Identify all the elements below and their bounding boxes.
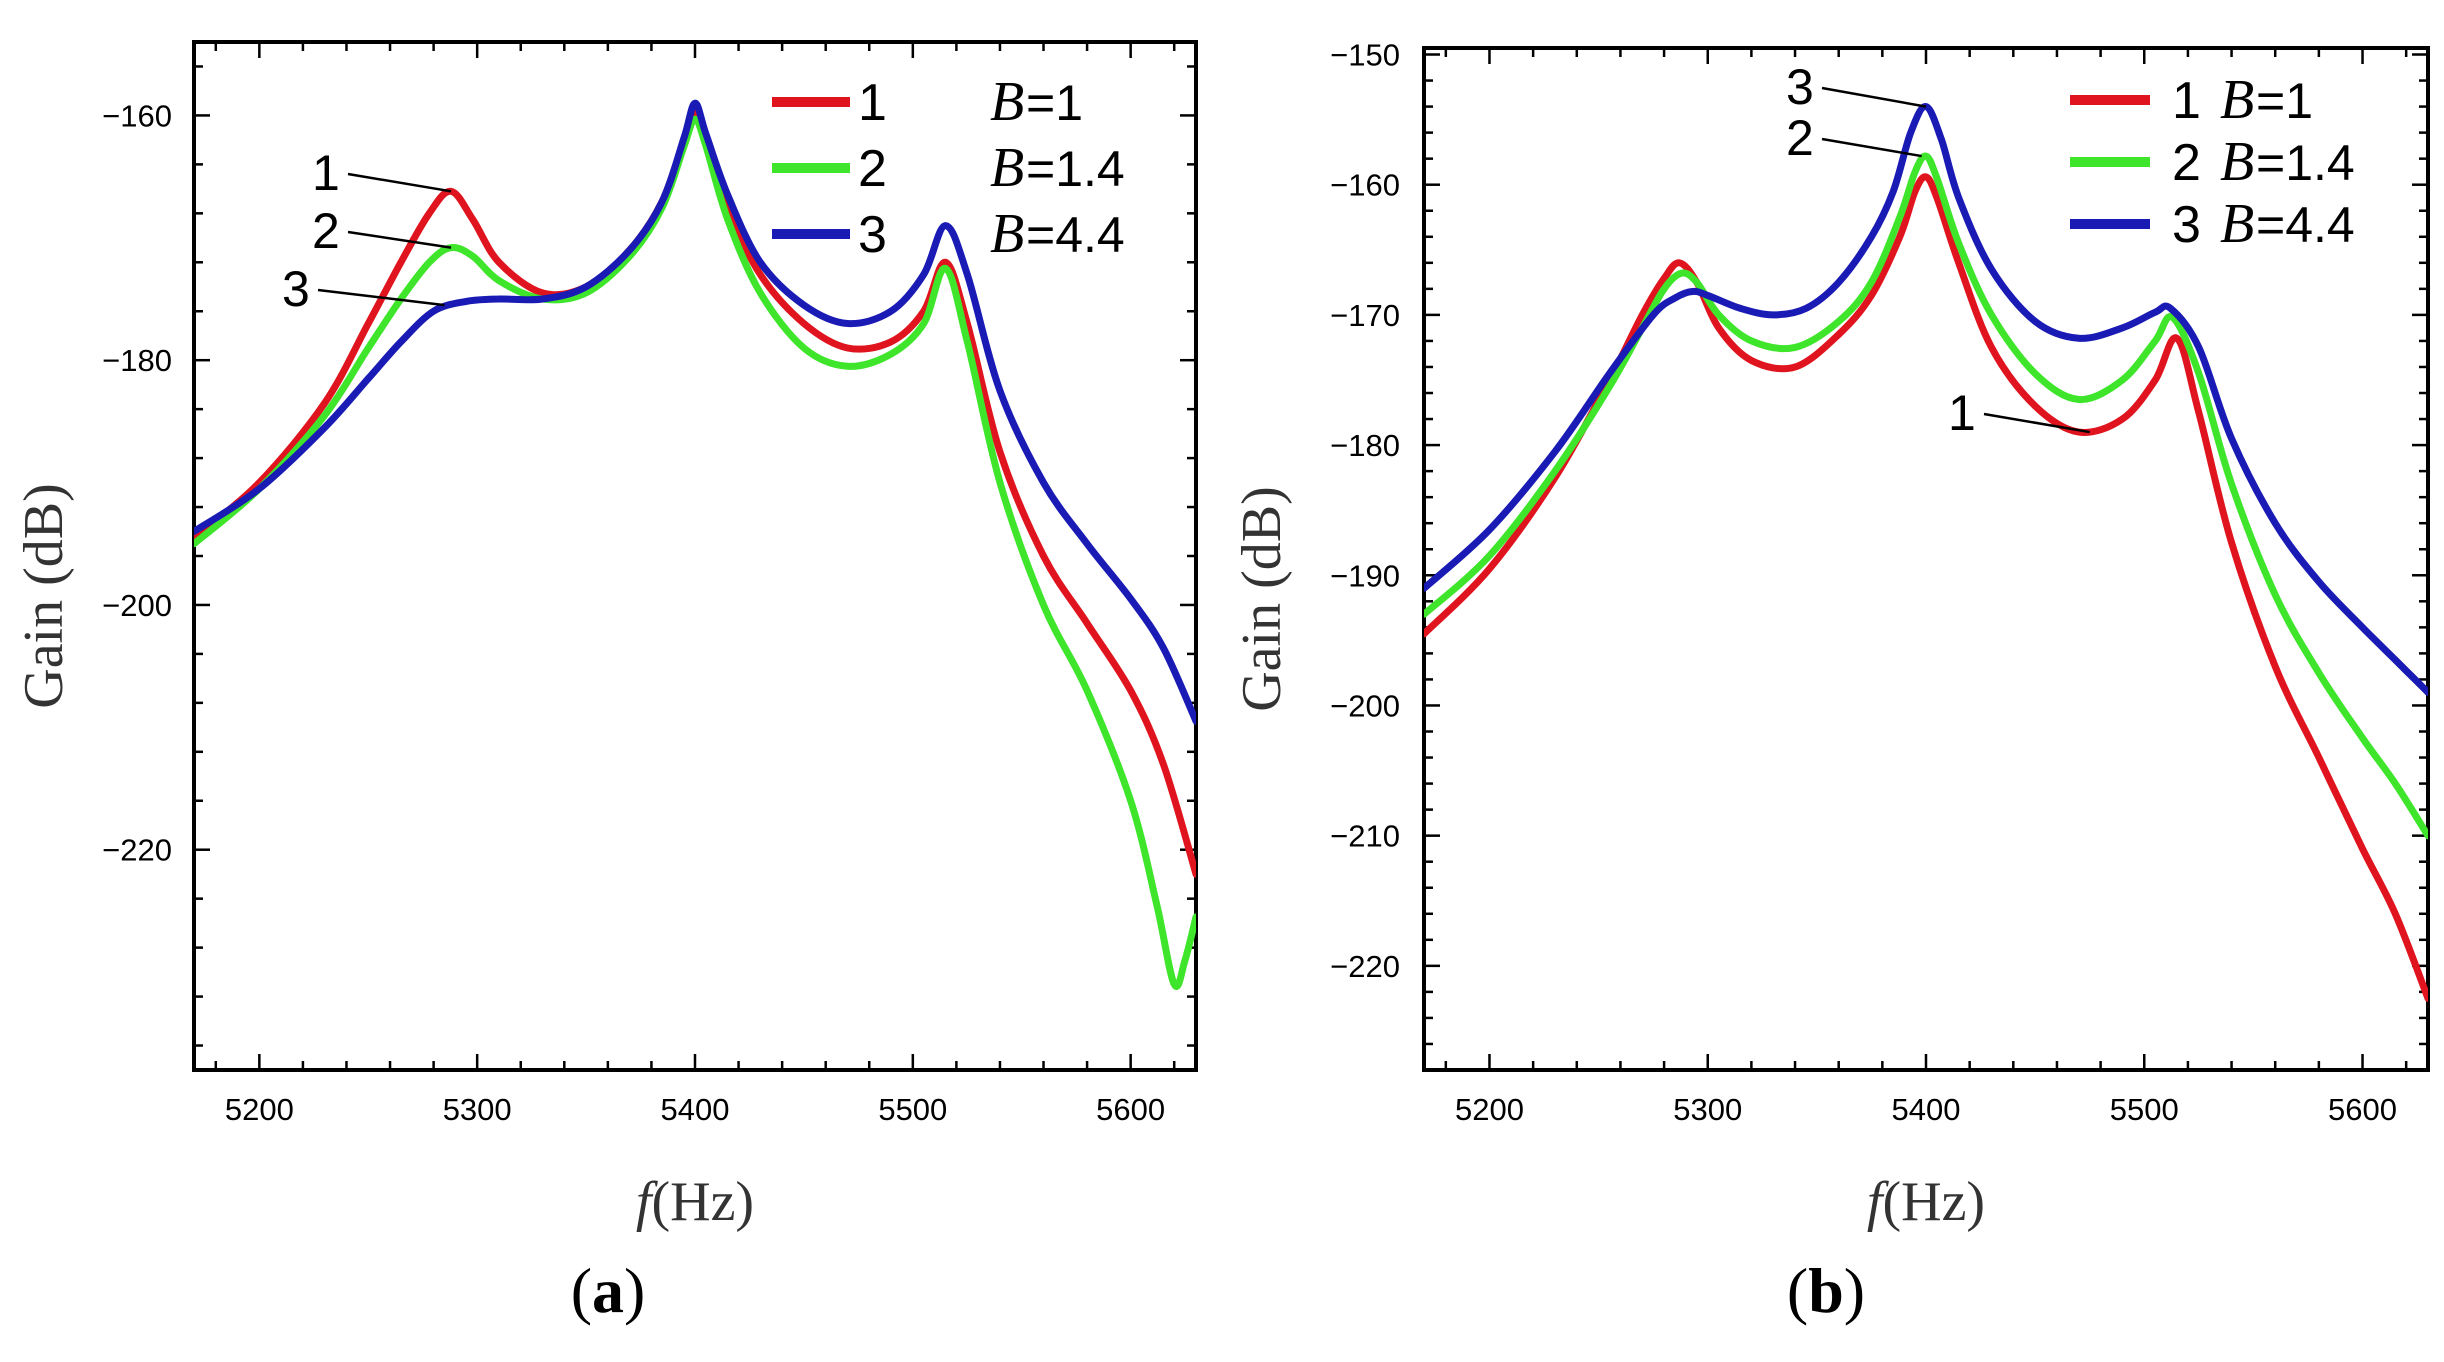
legend-b-value: =1.4 (2256, 135, 2355, 191)
legend-b-value: =1 (2256, 73, 2313, 129)
legend-label-1: 1 (858, 74, 887, 132)
annotation-label-3: 3 (1786, 59, 1814, 115)
annotation-label-3: 3 (282, 261, 310, 317)
chart-panel-b: 5200 5300 5400 5500 5600 −150 −160 −170 −180 −190… (1231, 38, 2430, 1326)
y-tick-label: −170 (1330, 298, 1400, 333)
annotation-label-2: 2 (312, 203, 340, 259)
series-line-2 (194, 115, 1196, 990)
annotations: 32 1 (1786, 59, 2090, 441)
annotation-label-1: 1 (312, 145, 340, 201)
y-tick-label: −160 (102, 98, 172, 133)
x-tick-label: 5200 (225, 1092, 294, 1127)
legend-b-symbol: B (990, 137, 1024, 199)
annotations: 123 (282, 145, 452, 317)
panel-label: (b) (1787, 1255, 1865, 1326)
y-tick-label: −180 (102, 343, 172, 378)
legend-label-2: 2 (858, 140, 887, 198)
x-tick-label: 5600 (1096, 1092, 1165, 1127)
legend-b-symbol: B (990, 71, 1024, 133)
annotation-leader-1 (1983, 412, 2090, 434)
series-line-1 (1424, 173, 2428, 1002)
legend-b-symbol: B (2220, 69, 2254, 131)
legend-b-value: =1.4 (1026, 141, 1125, 197)
chart-panel-a: 5200 5300 5400 5500 5600 −160 −180 −200 −220 f(Hz… (13, 40, 1198, 1326)
x-axis-label: f(Hz) (1867, 1171, 1985, 1233)
series-line-3 (194, 99, 1196, 725)
panel-label: (a) (571, 1255, 646, 1326)
annotation-leader-1 (347, 172, 452, 193)
annotation-label-2: 2 (1786, 110, 1814, 166)
x-tick-label: 5300 (1673, 1092, 1742, 1127)
legend-b-value: =4.4 (1026, 207, 1125, 263)
y-tick-label: −210 (1330, 819, 1400, 854)
series-line-2 (1424, 152, 2428, 840)
legend-b-value: =1 (1026, 75, 1083, 131)
annotation-label-1: 1 (1948, 385, 1976, 441)
y-tick-label: −200 (1330, 688, 1400, 723)
y-tick-label: −220 (1330, 949, 1400, 984)
y-tick-label: −220 (102, 833, 172, 868)
x-axis-label: f(Hz) (636, 1171, 754, 1233)
y-tick-label: −160 (1330, 168, 1400, 203)
legend-b-symbol: B (2220, 131, 2254, 193)
annotation-leader-3 (317, 288, 445, 307)
legend-label-1: 1 (2172, 72, 2201, 130)
y-axis-label: Gain(dB) (1231, 486, 1293, 712)
y-tick-label: −190 (1330, 558, 1400, 593)
x-tick-label: 5400 (1892, 1092, 1961, 1127)
legend: 1 B =12 B =1.43 B =4.4 (2070, 69, 2355, 255)
legend-b-value: =4.4 (2256, 197, 2355, 253)
y-axis-label: Gain(dB) (13, 483, 75, 709)
legend-label-3: 3 (2172, 196, 2201, 254)
y-tick-label: −150 (1330, 38, 1400, 73)
legend-b-symbol: B (2220, 193, 2254, 255)
annotation-leader-3 (1821, 86, 1927, 108)
legend-label-3: 3 (858, 206, 887, 264)
annotation-leader-2 (1821, 137, 1922, 158)
legend-b-symbol: B (990, 203, 1024, 265)
legend-label-2: 2 (2172, 134, 2201, 192)
x-tick-label: 5200 (1455, 1092, 1524, 1127)
annotation-leader-2 (347, 230, 452, 249)
x-tick-label: 5300 (443, 1092, 512, 1127)
y-tick-label: −200 (102, 588, 172, 623)
y-tick-label: −180 (1330, 428, 1400, 463)
series-group (194, 99, 1196, 990)
legend: 1 B =12 B =1.43 B =4.4 (772, 71, 1125, 265)
x-tick-label: 5600 (2328, 1092, 2397, 1127)
x-tick-label: 5400 (661, 1092, 730, 1127)
x-tick-label: 5500 (2110, 1092, 2179, 1127)
x-tick-label: 5500 (878, 1092, 947, 1127)
